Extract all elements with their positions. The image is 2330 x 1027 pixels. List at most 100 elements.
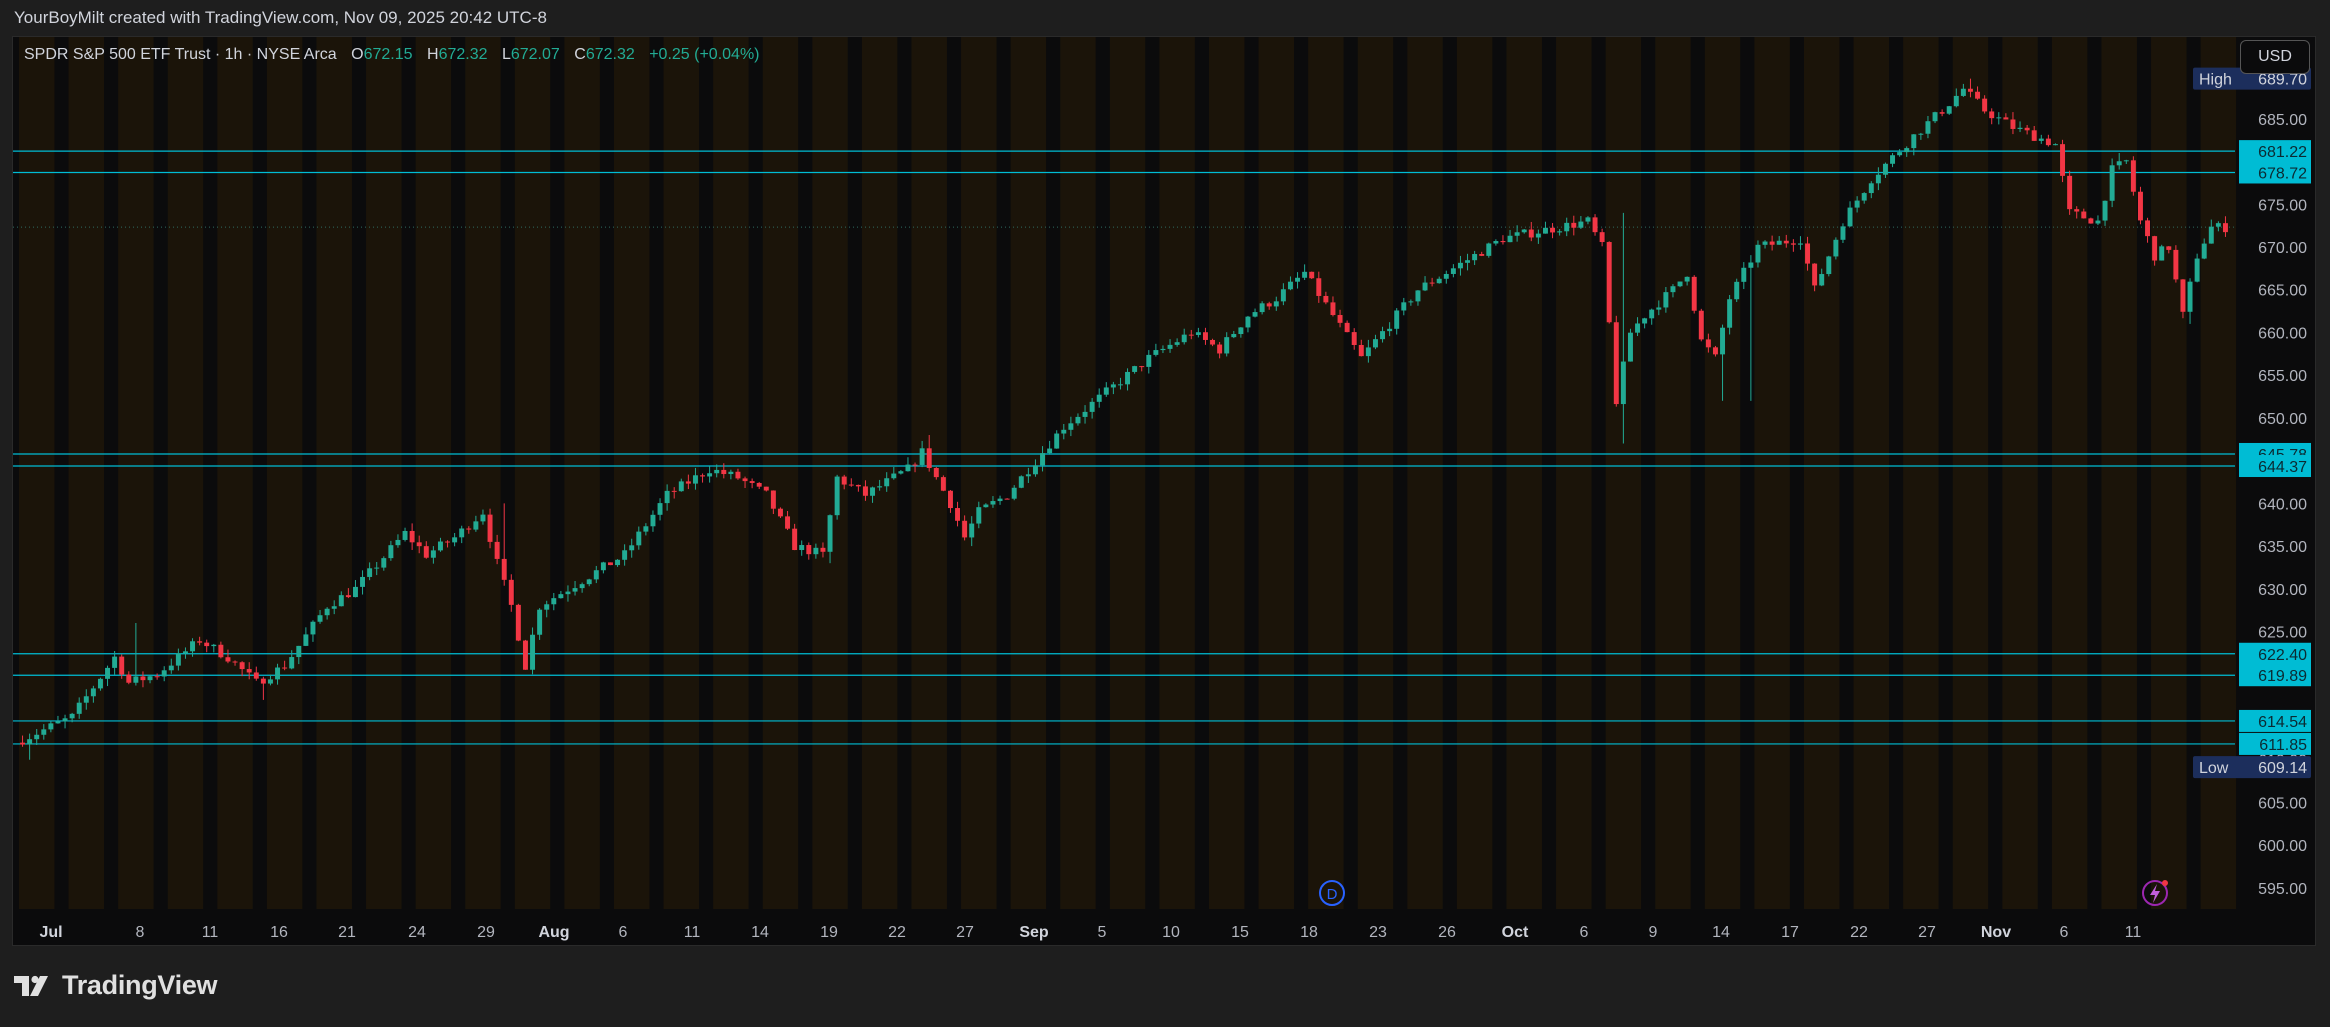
candle-body [423,546,429,558]
price-tick-label: 675.00 [2258,197,2307,214]
candle-body [69,713,75,719]
session-band [2151,37,2187,909]
candle-body [1812,263,1818,286]
candle-body [2145,220,2151,237]
time-tick-label: 29 [477,924,495,941]
candle-body [168,665,174,671]
candle-body [1117,384,1123,386]
candle-body [728,471,734,475]
candle-body [1550,227,1556,233]
candle-body [289,657,295,669]
candle-body [1450,268,1456,274]
candle-body [466,528,472,530]
high-value: 672.32 [438,46,488,63]
candle-body [105,667,111,679]
candle-body [2010,119,2016,129]
candle-body [636,531,642,546]
dividend-badge-icon [1319,880,1345,906]
session-band [514,37,551,909]
candle-body [1918,133,1924,135]
time-axis: Jul 8 11 16 21 24 29 Aug 6 11 14 19 22 27 Sep 5 10 15 18 23… [39,924,2141,941]
tradingview-brand: TradingView [62,970,218,1000]
level-price-tag [2239,642,2311,665]
candle-body [360,576,366,587]
candle-body [1280,289,1286,302]
candle-body [1472,254,1478,261]
tradingview-logo[interactable]: TradingView [14,970,218,1001]
candle-body [2074,209,2080,212]
time-tick-label: 6 [619,924,628,941]
candle-body [777,508,783,517]
session-band [1060,37,1096,909]
candle-body [253,672,259,679]
candle-body [2067,175,2073,210]
symbol-legend[interactable]: SPDR S&P 500 ETF Trust · 1h · NYSE Arca … [24,46,760,64]
notification-dot-icon [2162,880,2168,886]
candle-body [282,667,288,669]
open-value: 672.15 [363,46,413,63]
candle-body [1649,309,1655,319]
level-price-label: 622.40 [2258,647,2307,664]
candle-body [1571,222,1577,228]
time-tick-label: 14 [751,924,769,941]
candle-body [480,514,486,522]
candle-body [1372,339,1378,348]
candle-body [969,523,975,538]
session-band [861,37,898,909]
candle-body [537,609,543,635]
candle-body [310,621,316,635]
candle-body [1075,416,1081,424]
candle-body [2031,130,2037,141]
candle-body [487,514,493,542]
price-chart[interactable]: 595.00600.00605.00610.00615.00620.00625.… [13,37,2315,945]
chart-markers: D [1319,880,2168,906]
candle-body [1054,433,1060,449]
candle-body [785,516,791,529]
candle-body [345,595,351,598]
candle-body [1769,241,1775,245]
candle-body [1939,112,1945,114]
candle-body [112,656,118,668]
candle-body [1188,334,1194,336]
candle-body [161,670,167,677]
chart-panel[interactable]: 595.00600.00605.00610.00615.00620.00625.… [12,36,2316,946]
candle-body [416,542,422,547]
candle-body [2081,211,2087,219]
candle-body [1748,262,1754,268]
candle-body [1181,334,1187,343]
candle-body [579,584,585,589]
candle-body [799,545,805,551]
candle-body [1018,476,1024,488]
candle-body [2201,243,2207,259]
candle-body [955,508,961,521]
candle-body [119,656,125,675]
candle-body [593,570,599,580]
candle-body [749,481,755,483]
candle-body [1967,88,1973,92]
candle-body [1387,328,1393,332]
candle-body [175,653,181,666]
session-band [614,37,650,909]
candle-body [855,484,861,487]
candle-body [459,528,465,538]
time-tick-label: Sep [1019,924,1049,941]
candle-body [1691,276,1697,311]
candle-body [1982,98,1988,112]
candle-body [877,486,883,488]
candle-body [565,591,571,595]
candle-body [1656,307,1662,310]
candle-body [1677,281,1683,287]
horizontal-levels [13,150,2235,745]
candle-body [1125,371,1131,385]
session-band [1605,37,1642,909]
level-price-tag [2239,161,2311,184]
session-band [1357,37,1394,909]
session-band [118,37,154,909]
candle-body [1833,239,1839,257]
candle-body [1620,361,1626,405]
candle-body [2152,236,2158,261]
candle-body [848,484,854,486]
candle-body [197,641,203,643]
session-band [316,37,352,909]
currency-button[interactable]: USD [2240,40,2310,74]
